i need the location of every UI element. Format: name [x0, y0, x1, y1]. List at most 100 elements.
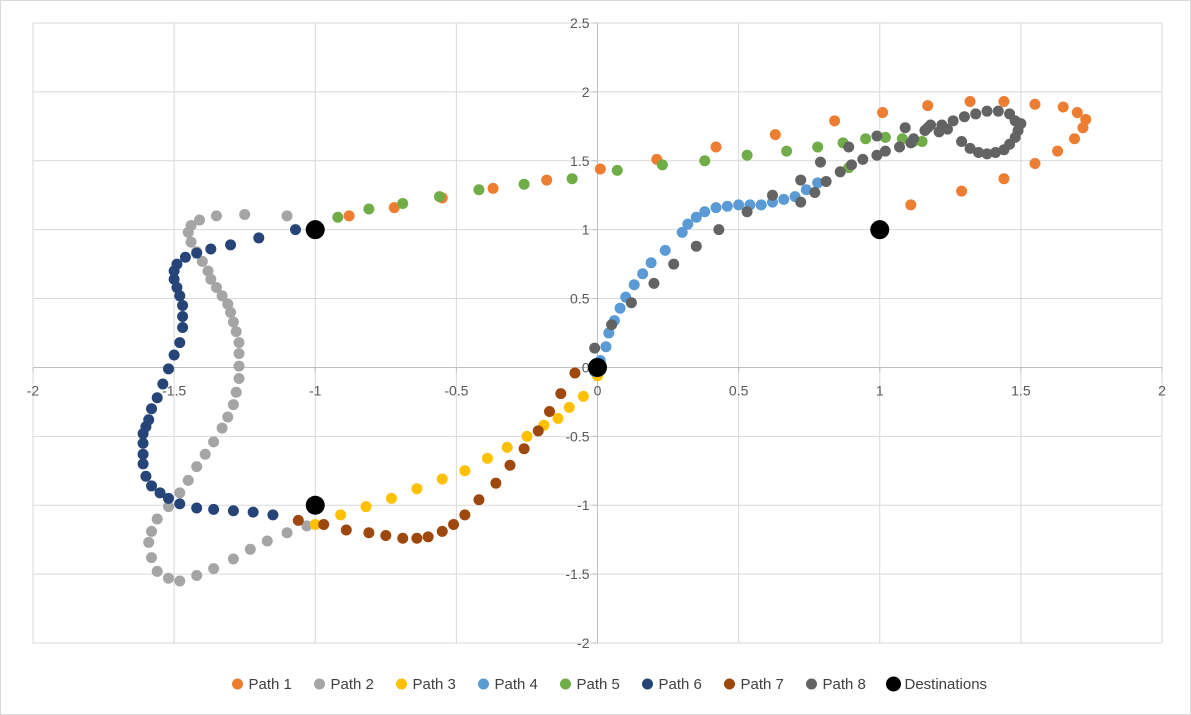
- data-point: [908, 133, 920, 145]
- data-point: [614, 302, 626, 314]
- legend-marker: [232, 678, 243, 690]
- legend-label: Path 5: [577, 676, 620, 693]
- data-point: [600, 341, 612, 353]
- series-path-6: [137, 224, 301, 521]
- data-point: [755, 199, 767, 211]
- data-point: [781, 145, 793, 157]
- data-point: [566, 173, 578, 185]
- data-point: [857, 153, 869, 165]
- data-point: [992, 105, 1004, 117]
- data-point: [1029, 98, 1041, 110]
- data-point: [194, 214, 206, 226]
- data-point: [433, 191, 445, 203]
- data-point: [182, 474, 194, 486]
- legend-label: Destinations: [905, 676, 988, 693]
- data-point: [292, 514, 304, 526]
- data-point: [185, 236, 197, 248]
- data-point: [230, 386, 242, 398]
- data-point: [981, 148, 993, 160]
- data-point: [436, 473, 448, 485]
- data-point: [473, 184, 485, 196]
- data-point: [244, 543, 256, 555]
- legend-item-path-4: Path 4: [478, 676, 538, 693]
- y-tick-label: -1.5: [565, 566, 589, 582]
- data-point: [699, 206, 711, 218]
- data-point: [769, 129, 781, 141]
- data-point: [690, 240, 702, 252]
- data-point: [146, 525, 158, 537]
- data-point: [397, 197, 409, 209]
- data-point: [973, 147, 985, 159]
- data-point: [473, 494, 485, 506]
- data-point: [699, 155, 711, 167]
- series-path-4: [589, 177, 824, 378]
- data-point: [305, 495, 325, 515]
- legend-item-path-8: Path 8: [806, 676, 866, 693]
- data-point: [544, 406, 556, 418]
- data-point: [253, 232, 265, 244]
- data-point: [637, 268, 649, 280]
- data-point: [521, 430, 533, 442]
- data-point: [340, 524, 352, 536]
- y-tick-label: 1.5: [570, 153, 590, 169]
- data-point: [448, 519, 460, 531]
- data-point: [569, 367, 581, 379]
- data-point: [795, 196, 807, 208]
- x-tick-label: -1.5: [162, 382, 186, 398]
- legend-item-path-7: Path 7: [724, 676, 784, 693]
- data-point: [239, 209, 251, 221]
- data-point: [385, 492, 397, 504]
- data-point: [305, 220, 325, 240]
- legend-item-path-5: Path 5: [560, 676, 620, 693]
- data-point: [1071, 107, 1083, 119]
- data-point: [916, 135, 928, 147]
- data-point: [577, 390, 589, 402]
- data-point: [281, 527, 293, 539]
- data-point: [343, 210, 355, 222]
- data-point: [233, 348, 245, 360]
- legend-marker: [396, 678, 407, 690]
- data-point: [146, 480, 158, 492]
- data-point: [154, 487, 166, 499]
- data-point: [146, 403, 158, 415]
- data-point: [309, 519, 321, 531]
- data-point: [894, 141, 906, 153]
- data-point: [721, 200, 733, 212]
- data-point: [380, 530, 392, 542]
- data-point: [191, 502, 203, 514]
- y-tick-label: -2: [577, 635, 590, 651]
- data-point: [1057, 101, 1069, 113]
- data-point: [518, 178, 530, 190]
- data-point: [179, 251, 191, 263]
- data-point: [628, 279, 640, 291]
- data-point: [690, 211, 702, 223]
- data-point: [222, 411, 234, 423]
- data-point: [267, 509, 279, 521]
- data-point: [947, 115, 959, 127]
- legend: Path 1 Path 2 Path 3 Path 4 Path 5 Path 6 Path…: [232, 676, 987, 693]
- data-point: [151, 392, 163, 404]
- data-point: [233, 337, 245, 349]
- data-point: [151, 513, 163, 525]
- data-point: [871, 149, 883, 161]
- data-point: [741, 206, 753, 218]
- x-tick-label: 1.5: [1011, 382, 1031, 398]
- data-point: [490, 477, 502, 489]
- x-tick-label: -2: [27, 382, 40, 398]
- data-point: [174, 290, 186, 302]
- series-path-7: [292, 367, 581, 544]
- data-point: [281, 210, 293, 222]
- data-point: [225, 306, 237, 318]
- x-tick-label: -1: [309, 382, 322, 398]
- data-point: [168, 273, 180, 285]
- legend-label: Path 3: [413, 676, 456, 693]
- data-point: [956, 135, 968, 147]
- data-point: [411, 532, 423, 544]
- data-point: [422, 531, 434, 543]
- data-point: [625, 297, 637, 309]
- data-point: [411, 483, 423, 495]
- legend-item-path-1: Path 1: [232, 676, 292, 693]
- data-point: [843, 141, 855, 153]
- data-point: [741, 149, 753, 161]
- data-point: [778, 193, 790, 205]
